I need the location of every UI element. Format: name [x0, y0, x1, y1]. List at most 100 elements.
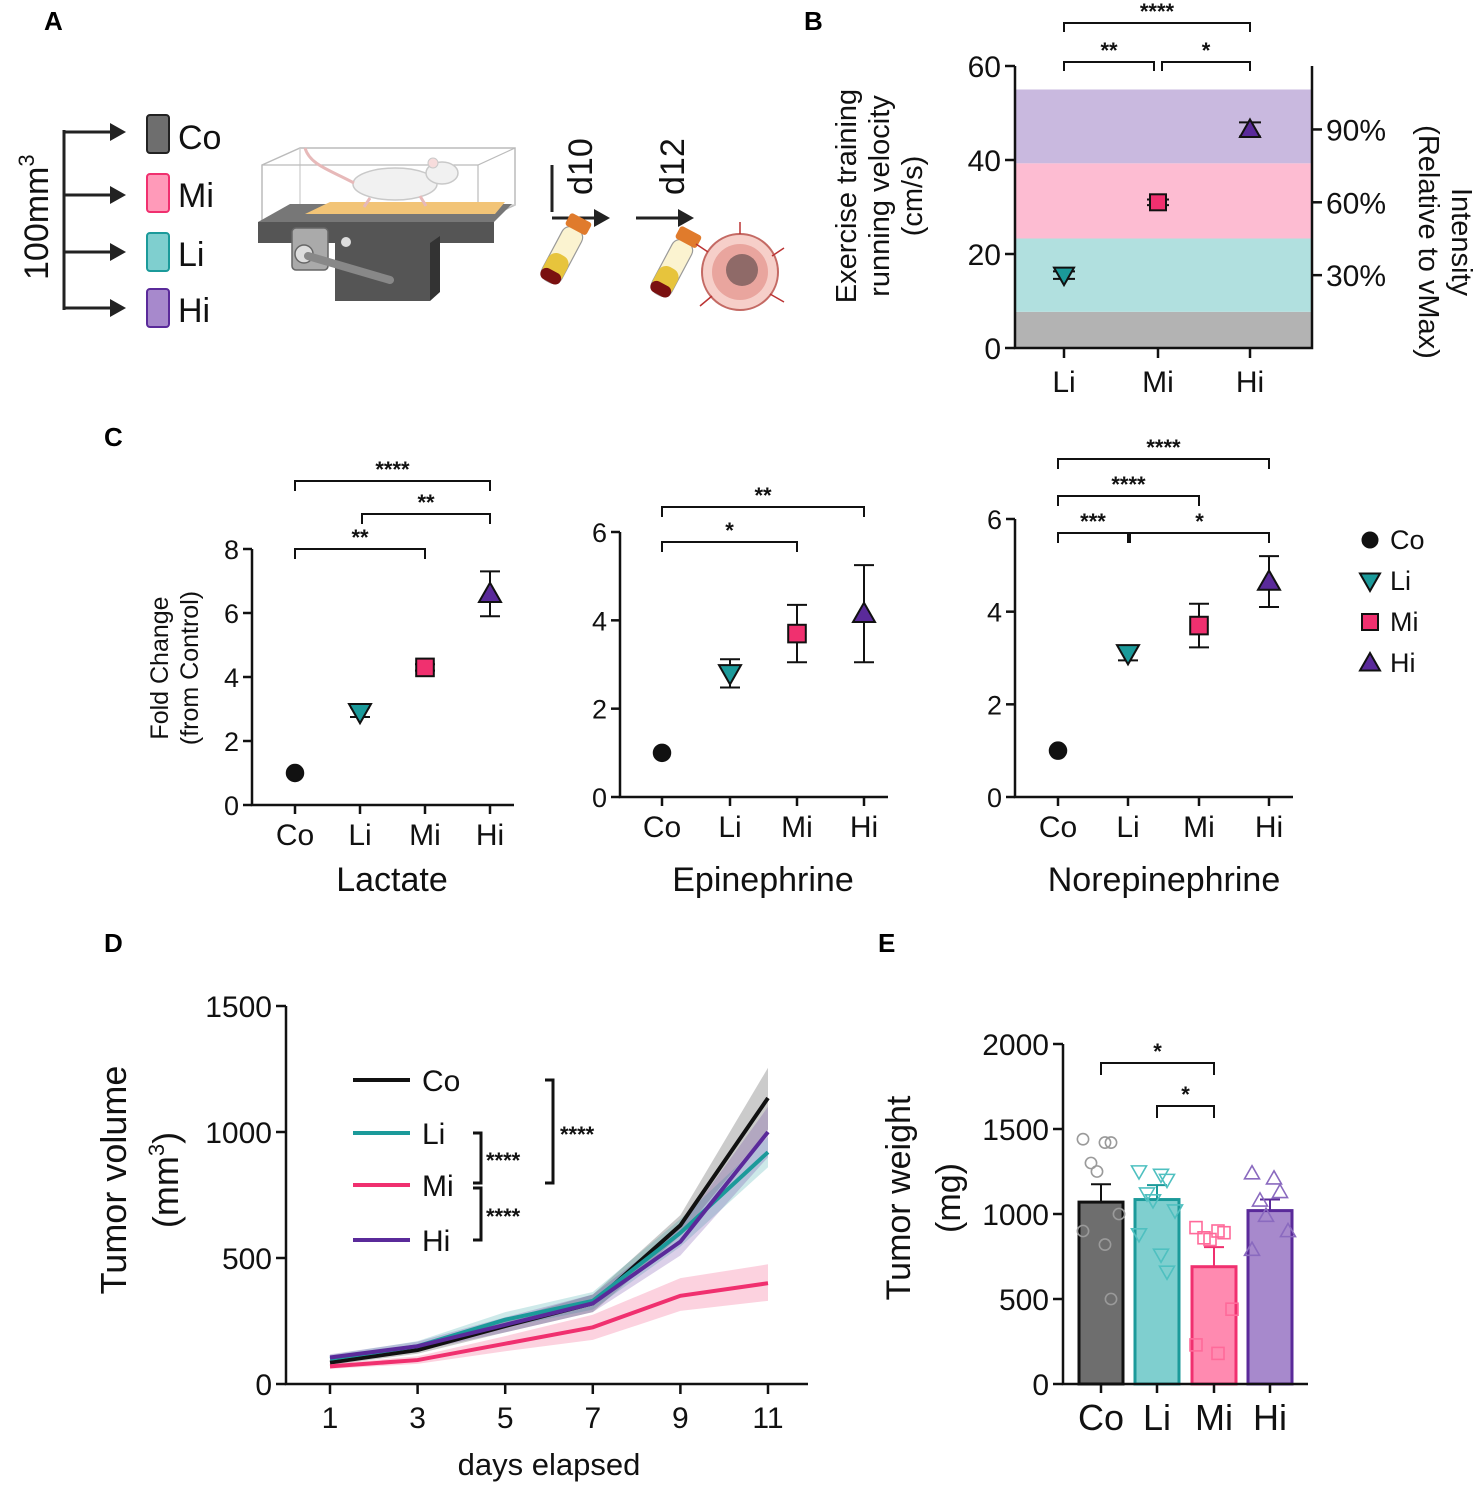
x-tick-label: 7	[584, 1402, 601, 1435]
sig-Co-Mi-bracket	[1057, 495, 1200, 506]
data-point-Mi	[1217, 1225, 1231, 1240]
x-tick-label: 3	[409, 1402, 426, 1435]
sig-Co-Mi-label: *	[725, 518, 734, 543]
sig-Li-Hi-label: **	[417, 490, 435, 515]
y-tick-label: 4	[224, 663, 239, 693]
x-tick-label: Co	[276, 819, 314, 852]
y-axis-label-units: (mg)	[930, 1163, 968, 1233]
sig-label-co: ****	[560, 1122, 595, 1147]
sig-Co-Hi-label: ****	[375, 457, 410, 482]
y-tick-label: 4	[987, 598, 1002, 628]
legend-label-Co: Co	[422, 1065, 460, 1098]
x-tick-label: Li	[1143, 1397, 1171, 1438]
sig-Mi-Hi-bracket	[1161, 61, 1251, 71]
point-Li	[717, 664, 743, 687]
y2-tick-label: 30%	[1326, 260, 1386, 293]
x-tick-label: 1	[322, 1402, 339, 1435]
point-Hi	[1238, 117, 1262, 138]
day10-label: d10	[562, 138, 600, 195]
data-point-Mi	[1189, 1220, 1203, 1235]
x-tick-label: Hi	[1253, 1397, 1287, 1438]
x-tick-label: 9	[672, 1402, 689, 1435]
x-tick-label: Mi	[1195, 1397, 1233, 1438]
data-point-Hi	[1251, 1191, 1269, 1207]
x-tick-label: Co	[643, 811, 681, 844]
sig-bracket-mi-hi	[473, 1186, 483, 1242]
y-tick-label: 2	[224, 727, 239, 757]
panel-d-tumor-volume-chart: 0 500 1000 1500 1 3 5 7 9 11 days elapsed Tumor vol…	[93, 991, 808, 1482]
bar-Li	[1133, 1198, 1181, 1386]
sig-label-mi-hi: ****	[486, 1204, 521, 1229]
sig-Co-Hi-label: ****	[1146, 435, 1181, 460]
y-tick-label: 0	[987, 783, 1002, 813]
data-point-Li	[1130, 1227, 1148, 1244]
day12-label: d12	[654, 138, 692, 195]
legend-label-Mi: Mi	[422, 1170, 454, 1203]
svg-text:Co: Co	[178, 119, 221, 157]
x-tick-label: Mi	[781, 811, 813, 844]
chart-title: Lactate	[336, 861, 448, 899]
y-tick-label: 1500	[982, 1114, 1049, 1147]
panel-label-a: A	[44, 6, 63, 36]
sig-Li-Mi-bracket	[1063, 61, 1155, 71]
ci-band-Li	[330, 1137, 768, 1363]
data-point-Li	[1158, 1265, 1176, 1281]
intensity-band-3	[1015, 89, 1312, 164]
group-legend-mi: Mi	[146, 173, 214, 215]
data-point-Hi	[1279, 1221, 1297, 1238]
data-point-Li	[1158, 1173, 1176, 1190]
data-point-Co	[1076, 1132, 1090, 1146]
data-point-Li	[1166, 1204, 1184, 1220]
ci-band-Mi	[330, 1264, 768, 1369]
y-tick-label: 500	[222, 1243, 272, 1276]
bar-Co	[1077, 1200, 1125, 1386]
y-tick-label: 20	[968, 239, 1001, 272]
sig-Li-Hi-label: ****	[1140, 0, 1175, 24]
timeline-day10: d10	[550, 138, 610, 227]
data-point-Mi	[1203, 1232, 1217, 1247]
data-point-Co	[1090, 1165, 1104, 1178]
data-point-Hi	[1271, 1182, 1289, 1199]
point-Li	[1115, 644, 1141, 667]
x-tick-label: Mi	[1183, 811, 1215, 844]
panel-c-legend: Co Li Mi Hi	[1358, 525, 1425, 678]
bar-Mi	[1190, 1265, 1238, 1386]
sig-bracket-li-mi	[473, 1131, 483, 1185]
x-tick-label: Mi	[409, 819, 441, 852]
point-Hi	[851, 600, 877, 623]
x-tick-label: Li	[348, 819, 371, 852]
blood-tube-icon	[540, 213, 592, 285]
group-arrow-2	[64, 186, 126, 204]
data-point-Co	[1112, 1207, 1126, 1221]
sig-Li-Hi-bracket	[1129, 532, 1270, 543]
y-tick-label: 8	[224, 535, 239, 565]
data-point-Co	[1098, 1238, 1112, 1252]
y-axis-label-line: (cm/s)	[897, 156, 929, 237]
svg-text:Hi: Hi	[178, 292, 210, 330]
y-tick-label: 0	[592, 783, 607, 813]
x-tick-label: Hi	[1255, 811, 1283, 844]
y-tick-label: 40	[968, 145, 1001, 178]
group-legend-co: Co	[146, 114, 221, 157]
legend-label-Hi: Hi	[422, 1225, 450, 1258]
y2-axis-label: Intensity(Relative to vMax)	[1412, 125, 1476, 359]
point-Mi	[415, 657, 435, 678]
group-arrow-3	[64, 243, 126, 261]
y-tick-label: 0	[984, 333, 1001, 366]
data-point-Co	[1076, 1224, 1090, 1238]
legend-label-Li: Li	[422, 1118, 445, 1151]
y2-tick-label: 90%	[1326, 114, 1386, 147]
data-point-Co	[1104, 1292, 1118, 1306]
point-Co	[285, 763, 305, 783]
ci-band-Co	[330, 1067, 768, 1366]
sig-co-mi-bracket	[1100, 1062, 1215, 1075]
chart-title: Epinephrine	[672, 861, 853, 899]
line-Mi	[329, 1281, 769, 1369]
y2-axis-label-line: (Relative to vMax)	[1412, 125, 1444, 359]
sig-li-mi-bracket	[1156, 1105, 1215, 1118]
legend-marker-Hi	[1358, 650, 1382, 672]
legend-marker-Mi	[1361, 613, 1379, 631]
y2-axis-label-line: Intensity	[1445, 188, 1476, 296]
